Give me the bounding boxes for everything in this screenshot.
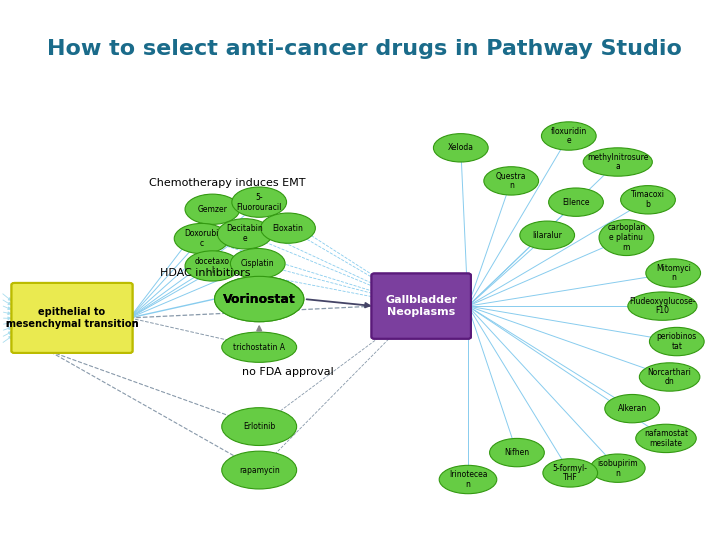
Text: Gallbladder
Neoplasms: Gallbladder Neoplasms [385, 295, 457, 317]
Ellipse shape [543, 459, 598, 487]
Text: Ellence: Ellence [562, 198, 590, 207]
Ellipse shape [185, 251, 240, 281]
Text: 5-formyl-
THF: 5-formyl- THF [553, 463, 588, 482]
Ellipse shape [261, 213, 315, 243]
Text: Construction of cancer pathways for personalized medicine   |   15: Construction of cancer pathways for pers… [418, 10, 698, 19]
Text: Alkeran: Alkeran [618, 404, 647, 413]
Ellipse shape [174, 224, 229, 254]
Text: Norcarthari
dn: Norcarthari dn [648, 368, 691, 386]
Ellipse shape [439, 465, 497, 494]
FancyBboxPatch shape [372, 273, 471, 339]
FancyBboxPatch shape [372, 273, 471, 339]
Ellipse shape [646, 259, 701, 287]
Ellipse shape [583, 148, 652, 176]
Ellipse shape [230, 248, 285, 279]
Ellipse shape [520, 221, 575, 249]
Ellipse shape [185, 194, 240, 225]
Text: no FDA approval: no FDA approval [242, 367, 334, 377]
Ellipse shape [628, 292, 697, 320]
FancyBboxPatch shape [12, 283, 132, 353]
Text: rapamycin: rapamycin [239, 465, 279, 475]
FancyBboxPatch shape [12, 283, 132, 353]
Ellipse shape [222, 332, 297, 362]
Text: epithelial to
mesenchymal transition: epithelial to mesenchymal transition [6, 307, 138, 329]
Text: docetaxo
l: docetaxo l [195, 256, 230, 275]
Text: 5-
Fluorouracil: 5- Fluorouracil [236, 193, 282, 212]
Ellipse shape [490, 438, 544, 467]
Ellipse shape [605, 394, 660, 423]
Text: lilaralur: lilaralur [532, 231, 562, 240]
Ellipse shape [636, 424, 696, 453]
Text: floxuridin
e: floxuridin e [551, 127, 587, 145]
Ellipse shape [599, 220, 654, 255]
Text: carboplan
e platinu
m: carboplan e platinu m [607, 224, 646, 252]
Ellipse shape [639, 363, 700, 391]
Text: methylnitrosure
a: methylnitrosure a [587, 153, 649, 171]
Text: HDAC inhibitiors: HDAC inhibitiors [160, 268, 251, 278]
Text: Chemotherapy induces EMT: Chemotherapy induces EMT [148, 178, 305, 188]
Ellipse shape [222, 451, 297, 489]
Text: Nifhen: Nifhen [505, 448, 529, 457]
Ellipse shape [215, 276, 304, 322]
Text: Eloxatin: Eloxatin [273, 224, 303, 233]
Text: Vorinostat: Vorinostat [222, 293, 296, 306]
Text: isobupirim
n: isobupirim n [598, 459, 638, 477]
Text: Mitomyci
n: Mitomyci n [656, 264, 690, 282]
Ellipse shape [232, 187, 287, 217]
Text: periobinos
tat: periobinos tat [657, 332, 697, 351]
Ellipse shape [590, 454, 645, 482]
Text: Questra
n: Questra n [496, 172, 526, 190]
Text: nafamostat
mesilate: nafamostat mesilate [644, 429, 688, 448]
Ellipse shape [549, 188, 603, 217]
Text: How to select anti-cancer drugs in Pathway Studio: How to select anti-cancer drugs in Pathw… [47, 38, 682, 59]
Text: epithelial to
mesenchymal transition: epithelial to mesenchymal transition [6, 307, 138, 329]
Text: Decitabin
e: Decitabin e [226, 225, 264, 243]
Text: Irinotecea
n: Irinotecea n [449, 470, 487, 489]
Ellipse shape [433, 134, 488, 162]
Ellipse shape [484, 167, 539, 195]
Ellipse shape [649, 327, 704, 356]
Text: Erlotinib: Erlotinib [243, 422, 275, 431]
Text: trichostatin A: trichostatin A [233, 343, 285, 352]
Text: ELSEVIER: ELSEVIER [13, 10, 72, 20]
Ellipse shape [215, 276, 304, 322]
Ellipse shape [621, 186, 675, 214]
Text: Xeloda: Xeloda [448, 143, 474, 152]
Ellipse shape [217, 219, 272, 249]
Text: Doxorubi
c: Doxorubi c [184, 229, 219, 248]
Ellipse shape [541, 122, 596, 150]
Text: Vorinostat: Vorinostat [222, 293, 296, 306]
Text: Cisplatin: Cisplatin [241, 259, 274, 268]
Text: Gemzer: Gemzer [197, 205, 228, 214]
Text: Gallbladder
Neoplasms: Gallbladder Neoplasms [385, 295, 457, 317]
Ellipse shape [222, 408, 297, 445]
Text: Fludeoxyglucose-
F10: Fludeoxyglucose- F10 [629, 297, 696, 315]
Text: Timacoxi
b: Timacoxi b [631, 191, 665, 209]
